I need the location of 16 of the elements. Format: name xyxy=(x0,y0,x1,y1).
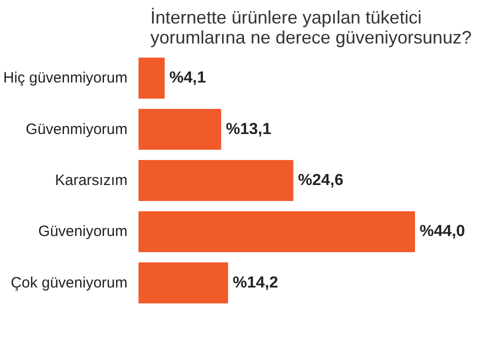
bar xyxy=(138,262,228,304)
data-label: %24,6 xyxy=(298,172,344,189)
bar xyxy=(138,108,222,150)
bar xyxy=(138,160,294,201)
data-label: %13,1 xyxy=(226,120,272,138)
data-label: %4,1 xyxy=(169,70,206,87)
data-label: %14,2 xyxy=(232,274,278,292)
y-tick-label: Güvenmiyorum xyxy=(26,120,128,138)
bar xyxy=(138,58,165,99)
chart-title: İnternette ürünlere yapılan tüketici yorumlarına ne derece güveniyorsunuz? xyxy=(150,8,472,48)
bar xyxy=(138,211,415,252)
y-tick-label: Güveniyorum xyxy=(38,223,128,240)
data-label: %44,0 xyxy=(420,223,466,240)
y-tick-label: Kararsızım xyxy=(54,172,128,189)
y-tick-label: Çok güveniyorum xyxy=(10,274,128,292)
y-tick-label: Hiç güvenmiyorum xyxy=(3,70,128,87)
